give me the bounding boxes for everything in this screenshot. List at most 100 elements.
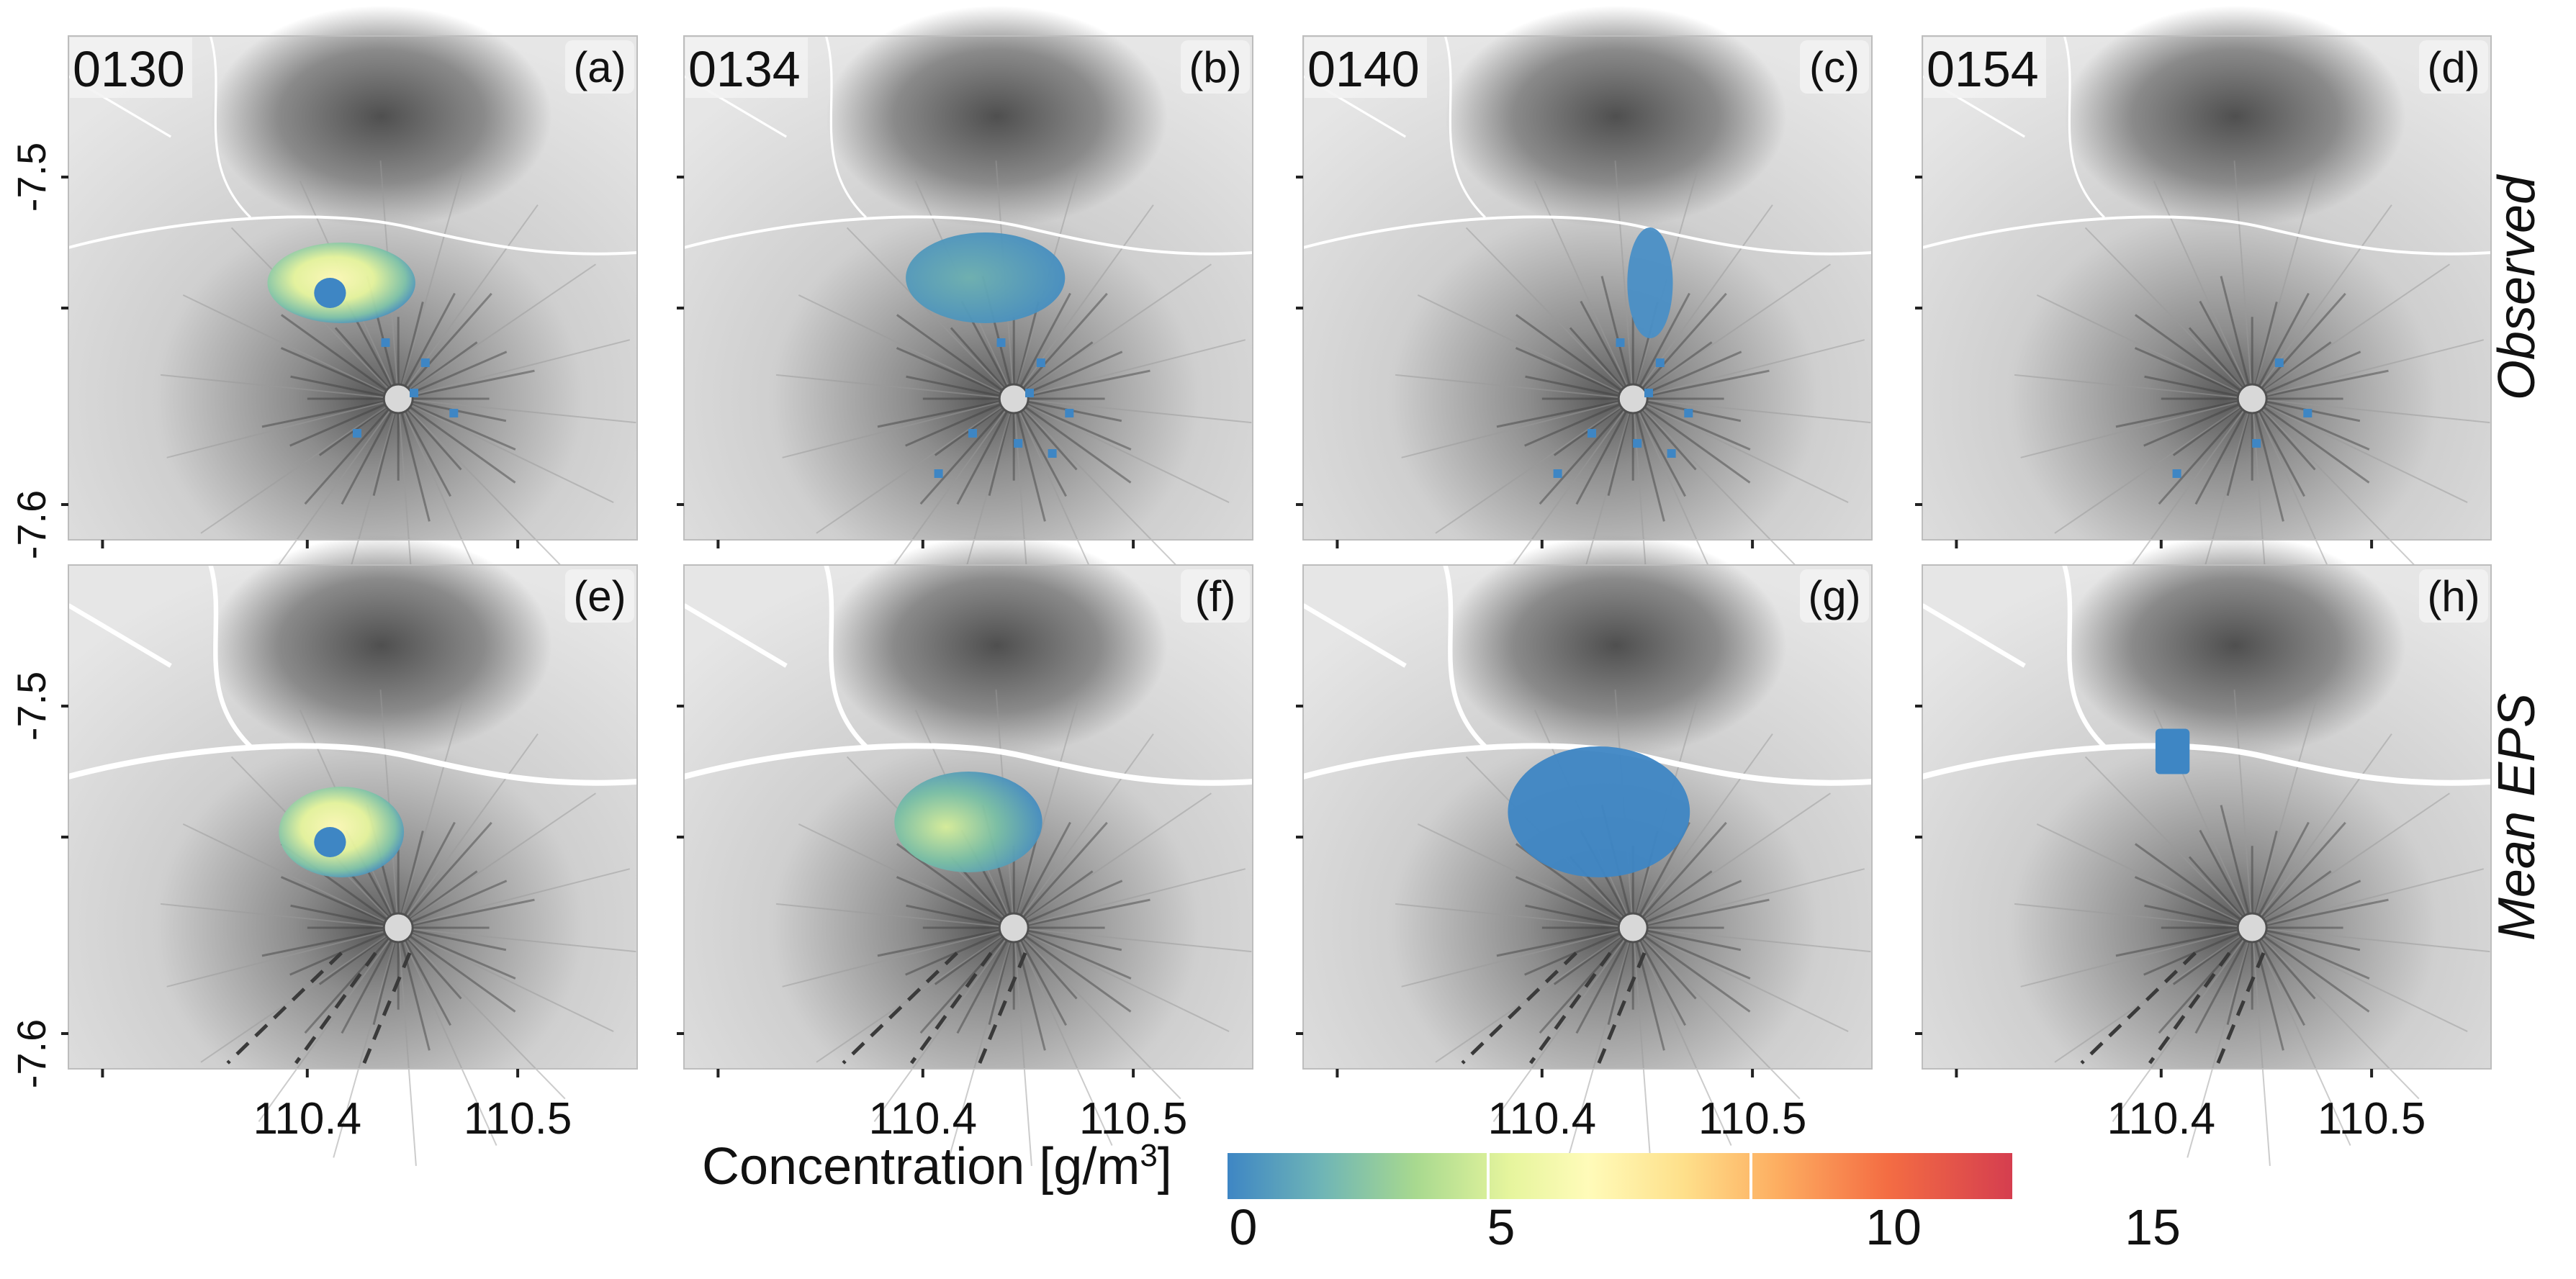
drainage-line: [2251, 168, 2318, 399]
ridge-line: [2143, 397, 2253, 447]
ridge-line: [2251, 926, 2370, 980]
ridge-line: [334, 327, 400, 399]
ridge-line: [2199, 300, 2253, 399]
ridge-line: [397, 821, 456, 928]
boundary-line: [2063, 35, 2105, 219]
ridge-line: [397, 292, 492, 399]
panel-letter: (b): [1189, 43, 1241, 91]
ash-plume: [2155, 728, 2190, 774]
valley-line: [909, 952, 993, 1065]
drainage-line: [1632, 263, 1831, 399]
drainage-line: [1013, 868, 1246, 928]
ridge-line: [1013, 926, 1132, 1013]
drainage-line: [397, 927, 614, 1032]
x-tick-label: 110.5: [1698, 1094, 1807, 1144]
ridge-line: [304, 398, 400, 505]
drainage-line: [2233, 690, 2253, 928]
ash-pixel: [1655, 358, 1665, 367]
drainage-line: [166, 398, 399, 458]
drainage-line: [1632, 792, 1831, 928]
drainage-line: [333, 927, 400, 1158]
boundary-line: [683, 603, 788, 668]
ridge-line: [397, 821, 492, 928]
boundary-line: [683, 215, 1253, 256]
drainage-line: [2251, 398, 2420, 571]
ash-pixel: [1667, 449, 1676, 458]
ridge-line: [1012, 821, 1071, 928]
drainage-line: [2251, 339, 2485, 399]
boundary-line: [824, 564, 868, 749]
boundary-line: [1922, 215, 2492, 256]
merbabu-massif: [210, 535, 552, 756]
drainage-line: [2084, 756, 2253, 928]
panel-letter-bg: [2419, 569, 2488, 623]
ridge-line: [2188, 327, 2253, 399]
drainage-line: [1614, 161, 1634, 399]
ash-plume: [1627, 227, 1673, 338]
valley-line: [978, 952, 1027, 1064]
ridge-line: [1013, 397, 1132, 484]
ridge-line: [1569, 327, 1634, 399]
colorbar-tick-label: 10: [1865, 1199, 1922, 1255]
merbabu-massif: [1445, 535, 1787, 756]
ridge-line: [2115, 397, 2253, 428]
ridge-line: [1575, 927, 1634, 1034]
ridge-line: [956, 398, 1015, 505]
drainage-line: [397, 792, 596, 928]
ash-pixel: [2303, 409, 2312, 417]
drainage-line: [182, 294, 399, 399]
ridge-line: [1012, 927, 1046, 1051]
drainage-line: [397, 398, 566, 571]
drainage-line: [398, 398, 636, 424]
ridge-line: [1539, 927, 1634, 1034]
merbabu-massif: [210, 6, 552, 227]
ash-pixel: [420, 358, 430, 367]
ridge-line: [1632, 292, 1727, 399]
drainage-line: [1013, 398, 1181, 571]
drainage-line: [2251, 792, 2450, 928]
ridge-line: [2251, 927, 2305, 1026]
ridge-line: [1632, 398, 1697, 471]
ridge-line: [341, 398, 400, 505]
drainage-line: [1632, 927, 1801, 1100]
ridge-line: [261, 397, 399, 428]
ridge-line: [1515, 876, 1634, 929]
ridge-line: [1631, 927, 1686, 1026]
ash-plume: [1508, 746, 1690, 877]
ridge-line: [1575, 398, 1634, 505]
ash-pixel: [2172, 469, 2181, 478]
ash-pixel: [2274, 358, 2284, 367]
ridge-line: [397, 927, 431, 1051]
ash-pixel: [996, 338, 1006, 347]
ridge-line: [950, 327, 1015, 399]
valley-line: [1528, 952, 1612, 1065]
panel-letter: (e): [573, 572, 626, 620]
ridge-line: [397, 926, 516, 1013]
ridge-line: [1632, 926, 1742, 952]
ridge-line: [1013, 898, 1150, 929]
ridge-line: [289, 926, 399, 976]
ridge-line: [1013, 926, 1122, 952]
drainage-line: [397, 927, 497, 1146]
ridge-line: [1632, 821, 1727, 928]
ridge-line: [1632, 397, 1751, 451]
drainage-line: [160, 903, 399, 928]
drainage-line: [2251, 697, 2318, 928]
map-panel: 0134 (b): [677, 6, 1253, 637]
ridge-line: [1632, 880, 1742, 929]
drainage-line: [1014, 927, 1252, 953]
valley-line: [1461, 952, 1577, 1065]
x-tick-label: 110.4: [1488, 1094, 1597, 1144]
ash-pixel: [968, 429, 977, 438]
drainage-line: [1632, 398, 1849, 503]
time-label-bg: [70, 37, 192, 98]
drainage-line: [2251, 263, 2450, 399]
ridge-line: [280, 347, 399, 400]
ash-pixel: [1616, 338, 1625, 347]
panel-frame: [683, 564, 1253, 1070]
ash-pixel: [1588, 429, 1596, 438]
ash-pixel: [449, 409, 459, 417]
ridge-line: [397, 398, 451, 497]
panel-letter: (a): [573, 43, 626, 91]
ridge-line: [2251, 398, 2305, 497]
